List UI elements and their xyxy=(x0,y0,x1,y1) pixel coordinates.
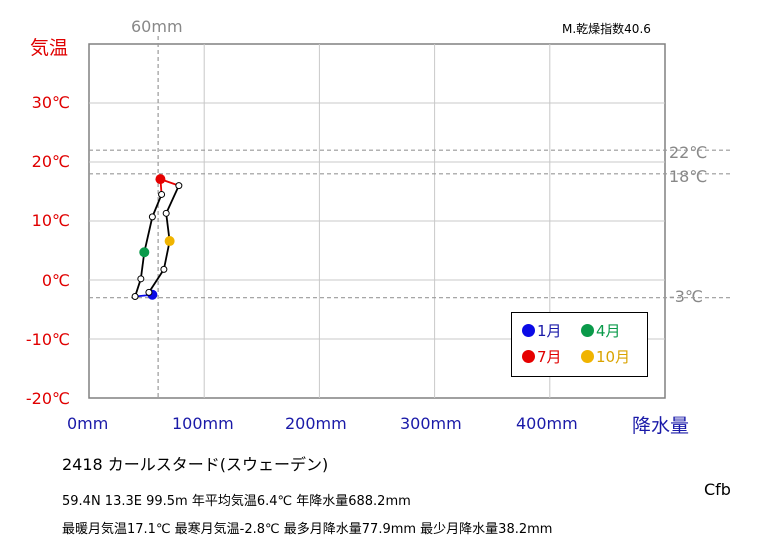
data-point-month-9 xyxy=(162,209,170,217)
station-stats-line1: 59.4N 13.3E 99.5m 年平均気温6.4℃ 年降水量688.2mm xyxy=(62,494,411,509)
data-point-month-4 xyxy=(139,247,150,258)
y-tick-label: -10℃ xyxy=(25,330,70,349)
y-tick-label: 0℃ xyxy=(41,271,70,290)
legend: 1月 4月 7月 10月 xyxy=(511,312,648,377)
dryness-index-label: M.乾燥指数40.6 xyxy=(562,22,651,36)
x-tick-label: 200mm xyxy=(285,414,347,433)
legend-item: 1月 xyxy=(522,320,562,341)
ref-line-label: 18℃ xyxy=(669,167,708,186)
legend-label: 7月 xyxy=(537,348,562,366)
x-tick-label: 300mm xyxy=(400,414,462,433)
series-segment xyxy=(143,216,154,253)
y-axis-title: 気温 xyxy=(30,37,69,59)
data-point-month-12 xyxy=(145,288,153,296)
series-segment xyxy=(165,185,180,214)
series-segment xyxy=(151,194,163,218)
x-axis-title: 降水量 xyxy=(632,415,690,437)
station-stats-line2: 最暖月気温17.1℃ 最寒月気温-2.8℃ 最多月降水量77.9mm 最少月降水… xyxy=(62,522,553,537)
y-tick-label: 30℃ xyxy=(31,93,70,112)
data-point-month-6 xyxy=(158,190,166,198)
x-tick-label: 0mm xyxy=(67,414,109,433)
legend-label: 10月 xyxy=(596,348,631,366)
legend-label: 4月 xyxy=(596,322,621,340)
y-tick-label: 10℃ xyxy=(31,211,70,230)
climate-class: Cfb xyxy=(704,480,731,499)
legend-swatch xyxy=(581,350,594,363)
legend-swatch xyxy=(522,324,535,337)
ref-line-label: -3℃ xyxy=(669,287,703,306)
data-point-month-11 xyxy=(160,265,168,273)
y-tick-label: -20℃ xyxy=(25,389,70,408)
legend-swatch xyxy=(522,350,535,363)
data-point-month-8 xyxy=(175,182,183,190)
station-title: 2418 カールスタード(スウェーデン) xyxy=(62,455,329,474)
legend-label: 1月 xyxy=(537,322,562,340)
x-tick-label: 100mm xyxy=(172,414,234,433)
legend-item: 10月 xyxy=(581,346,630,367)
legend-swatch xyxy=(581,324,594,337)
x-tick-label: 400mm xyxy=(516,414,578,433)
data-point-month-5 xyxy=(148,213,156,221)
ref-line-label: 22℃ xyxy=(669,143,708,162)
data-point-month-10 xyxy=(164,236,175,247)
data-point-month-7 xyxy=(155,174,166,185)
data-point-month-3 xyxy=(137,275,145,283)
y-tick-label: 20℃ xyxy=(31,152,70,171)
legend-item: 7月 xyxy=(522,346,562,367)
series-segment xyxy=(148,268,165,293)
legend-item: 4月 xyxy=(581,320,621,341)
data-point-month-2 xyxy=(131,293,139,301)
vline-label: 60mm xyxy=(131,17,183,36)
